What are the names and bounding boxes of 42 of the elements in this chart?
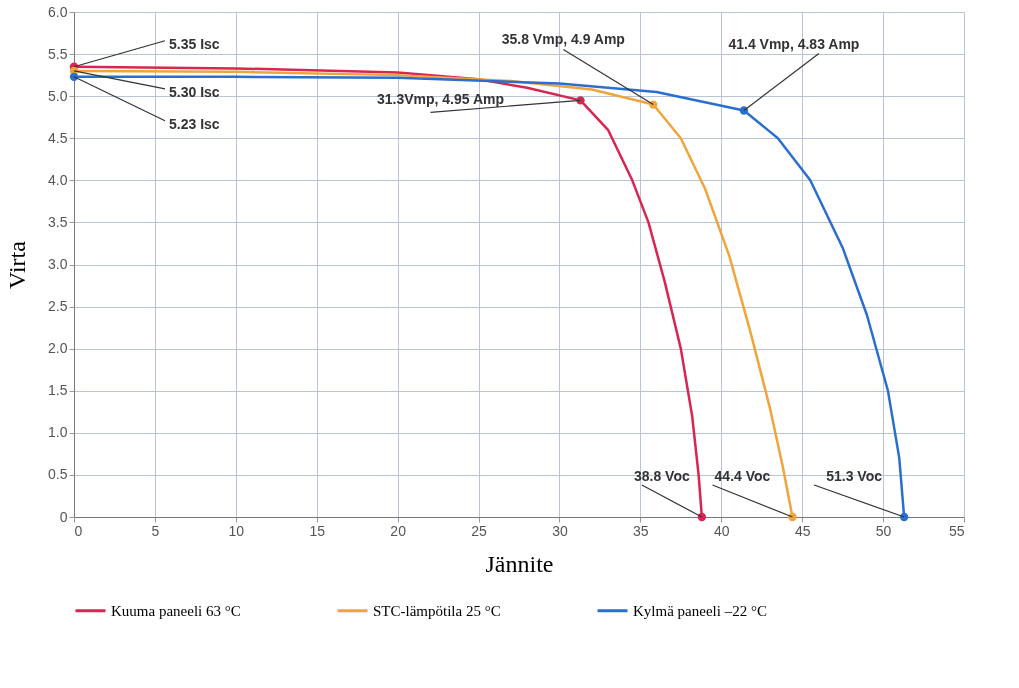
point [739,106,749,115]
annotation: 5.30 Isc [169,83,220,100]
legend-label: STC-lämpötila 25 °C [373,602,501,619]
annotation: 35.8 Vmp, 4.9 Amp [501,30,625,47]
x-tick-label: 20 [390,522,407,539]
y-tick-label: 1.0 [48,424,68,441]
y-tick-label: 0 [59,508,68,525]
x-tick-label: 10 [228,522,245,539]
x-tick-label: 15 [309,522,326,539]
point [788,512,797,522]
x-tick-label: 25 [471,522,488,539]
annotation: 41.4 Vmp, 4.83 Amp [728,36,860,53]
x-tick-label: 0 [74,522,83,539]
legend-label: Kylmä paneeli –22 °C [633,602,767,619]
y-tick-label: 0.5 [48,466,68,483]
annotation: 5.23 Isc [169,115,220,132]
y-tick-label: 2.5 [48,298,68,315]
x-tick-label: 50 [875,522,892,539]
y-tick-label: 2.0 [48,340,68,357]
y-tick-label: 4.5 [48,129,68,146]
legend-label: Kuuma paneeli 63 °C [111,602,241,619]
annotation: 51.3 Voc [826,468,883,484]
y-tick-label: 6.0 [48,3,68,20]
annotation: 38.8 Voc [633,468,690,484]
annotation: 31.3Vmp, 4.95 Amp [376,91,505,108]
x-axis-title: Jännite [485,550,554,577]
y-tick-label: 5.5 [48,45,68,62]
x-tick-label: 30 [552,522,568,539]
x-tick-label: 35 [633,522,649,539]
annotation: 5.35 Isc [169,35,220,52]
x-tick-label: 5 [151,522,160,539]
y-tick-label: 3.5 [48,213,68,230]
y-axis-title: Virta [4,240,31,289]
y-tick-label: 5.0 [48,87,68,104]
annotation: 44.4 Voc [714,468,771,484]
y-tick-label: 4.0 [48,171,68,188]
y-tick-label: 1.5 [48,382,68,399]
point [576,96,585,105]
x-tick-label: 40 [713,522,730,539]
x-tick-label: 55 [948,522,965,539]
x-tick-label: 45 [794,522,811,539]
y-tick-label: 3.0 [48,256,68,272]
